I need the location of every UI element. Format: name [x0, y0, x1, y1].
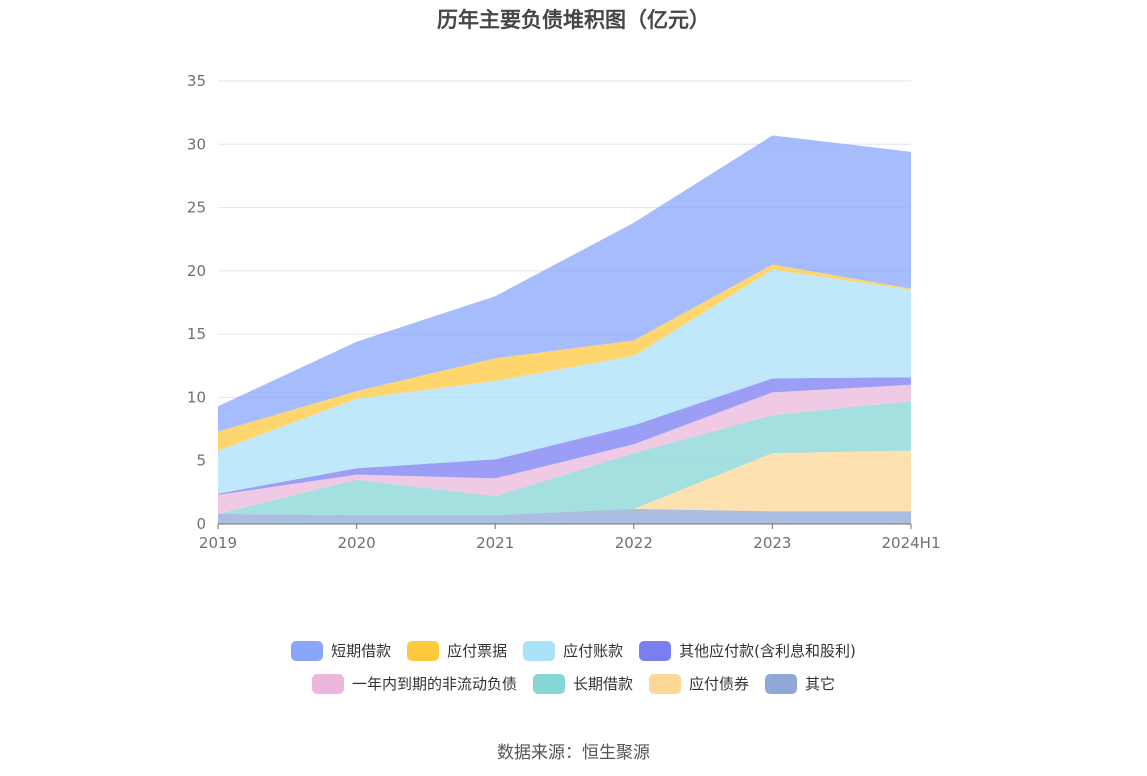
legend-label: 其它	[805, 675, 836, 693]
x-tick-label: 2020	[338, 534, 376, 552]
stacked-area-chart: 0 5 10 15 20 25 30 35 2019 2020 2021 2022 2023 2024H1	[187, 72, 941, 552]
legend-swatch	[407, 640, 440, 661]
y-tick-label: 35	[187, 72, 206, 90]
y-tick-label: 30	[187, 135, 206, 153]
legend-item[interactable]: 其他应付款(含利息和股利)	[639, 640, 856, 661]
legend-label: 应付票据	[447, 642, 508, 660]
x-tick-label: 2019	[199, 534, 237, 552]
area-一年内到期的非流动负债	[218, 384, 911, 514]
axes: 0 5 10 15 20 25 30 35 2019 2020 2021 2022 2023 2024H1	[187, 72, 941, 552]
legend-label: 一年内到期的非流动负债	[351, 675, 517, 693]
x-tick-label: 2023	[753, 534, 791, 552]
legend-item[interactable]: 短期借款	[291, 640, 391, 661]
legend-swatch	[649, 673, 681, 694]
y-tick-label: 20	[187, 262, 206, 280]
area-应付票据	[218, 264, 911, 451]
x-tick-label: 2021	[476, 534, 514, 552]
x-tick-label: 2022	[615, 534, 653, 552]
legend-label: 应付账款	[563, 642, 624, 660]
legend-item[interactable]: 一年内到期的非流动负债	[311, 673, 517, 694]
legend-item[interactable]: 应付账款	[523, 640, 623, 661]
area-series	[218, 135, 911, 524]
chart-title: 历年主要负债堆积图（亿元）	[437, 8, 710, 32]
y-tick-label: 10	[187, 388, 206, 406]
legend-label: 应付债券	[689, 675, 750, 693]
y-tick-label: 15	[187, 325, 206, 343]
y-tick-label: 0	[196, 515, 206, 533]
y-tick-label: 25	[187, 199, 206, 217]
legend-swatch	[311, 673, 344, 694]
legend-item[interactable]: 长期借款	[532, 673, 633, 694]
legend-swatch	[765, 673, 798, 694]
legend-swatch	[639, 640, 672, 661]
legend-swatch	[532, 673, 565, 694]
legend-swatch	[523, 640, 556, 661]
source-note: 数据来源：恒生聚源	[497, 743, 650, 763]
legend-label: 短期借款	[331, 642, 392, 660]
legend-item[interactable]: 应付债券	[649, 673, 749, 694]
legend-label: 其他应付款(含利息和股利)	[679, 642, 856, 660]
legend-swatch	[291, 640, 324, 661]
area-应付账款	[218, 269, 911, 494]
area-其它	[218, 508, 911, 524]
area-短期借款	[218, 135, 911, 432]
y-tick-label: 5	[196, 452, 206, 470]
area-长期借款	[218, 401, 911, 516]
x-tick-label: 2024H1	[882, 534, 941, 552]
area-其他应付款(含利息和股利)	[218, 377, 911, 495]
legend-row-1: 短期借款 应付票据 应付账款 其他应付款(含利息和股利)	[0, 640, 1147, 661]
area-应付债券	[218, 450, 911, 516]
legend-row-2: 一年内到期的非流动负债 长期借款 应付债券 其它	[0, 673, 1147, 694]
legend-item[interactable]: 应付票据	[407, 640, 507, 661]
legend-label: 长期借款	[572, 675, 633, 693]
legend-item[interactable]: 其它	[765, 673, 835, 694]
